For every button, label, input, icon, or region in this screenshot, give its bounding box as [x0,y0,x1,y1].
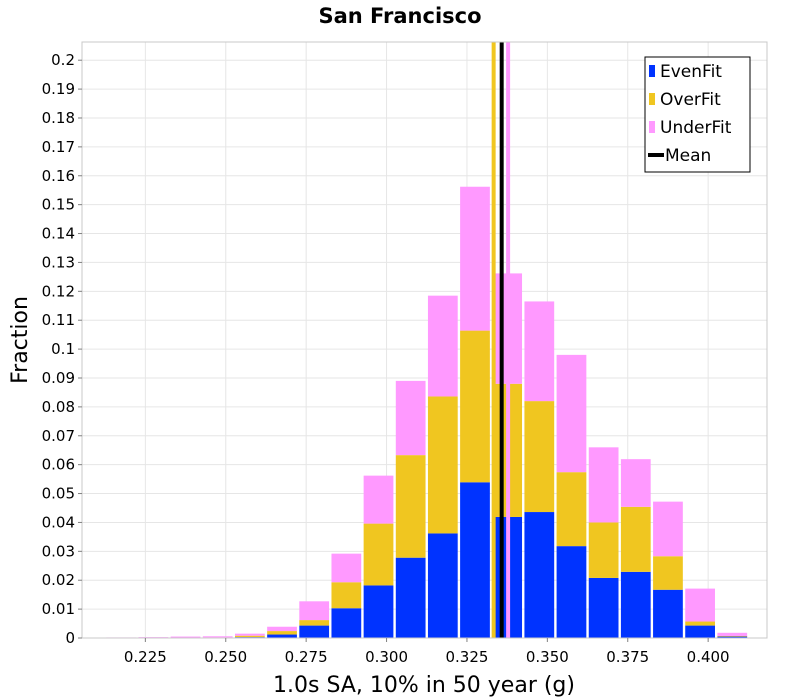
y-axis-label: Fraction [8,296,33,384]
legend-label: OverFit [660,90,721,110]
x-tick-label: 0.250 [204,648,247,666]
y-tick-label: 0.11 [42,311,75,329]
legend-label: EvenFit [660,62,722,82]
x-tick-label: 0.225 [124,648,167,666]
bar-evenfit [267,634,297,638]
bar-evenfit [685,625,715,638]
bar-underfit [620,459,651,507]
bar-overfit [460,330,490,483]
y-tick-label: 0.09 [42,369,75,387]
y-tick-label: 0.19 [42,80,75,98]
y-tick-label: 0.07 [42,427,75,445]
y-tick-label: 0.01 [42,600,75,618]
y-tick-label: 0.16 [42,167,75,185]
plot-frame [81,41,768,639]
bar-overfit [524,401,555,513]
y-tick-label: 0.05 [42,485,75,503]
legend-box [644,56,751,173]
bar-evenfit [460,482,490,638]
bar-evenfit [524,512,555,638]
y-tick-label: 0.12 [42,282,75,300]
bar-underfit [717,632,748,636]
bar-evenfit [556,546,587,638]
bar-overfit [363,523,394,586]
bar-underfit [653,501,683,557]
y-tick-label: 0.04 [42,513,75,531]
x-tick-label: 0.400 [687,648,730,666]
legend-swatch [649,65,655,77]
y-tick-label: 0.15 [42,196,75,214]
x-tick-label: 0.375 [606,648,649,666]
bar-underfit [588,447,619,523]
bar-evenfit [299,625,330,638]
bar-overfit [685,621,715,626]
bar-evenfit [717,636,748,638]
bar-underfit [234,633,265,636]
bar-underfit [524,301,555,402]
y-tick-label: 0.17 [42,138,75,156]
bar-evenfit [395,557,426,638]
legend-swatch [649,93,655,105]
x-tick-label: 0.325 [445,648,488,666]
bar-evenfit [427,533,458,638]
bar-overfit [588,522,619,578]
x-tick-label: 0.350 [526,648,569,666]
bar-underfit [460,186,490,331]
bar-underfit [331,553,362,583]
grid-lines [82,42,767,639]
y-tick-label: 0.13 [42,253,75,271]
bar-overfit [653,556,683,590]
bar-underfit [267,626,297,632]
y-tick-label: 0.02 [42,571,75,589]
bar-overfit [395,455,426,558]
bar-underfit [202,636,233,638]
bar-overfit [299,620,330,626]
bar-overfit [620,506,651,572]
y-tick-label: 0.14 [42,225,75,243]
bar-overfit [556,472,587,547]
y-tick-label: 0.03 [42,542,75,560]
y-tick-label: 0.08 [42,398,75,416]
bar-evenfit [653,589,683,638]
bar-overfit [427,396,458,534]
y-tick-label: 0.06 [42,456,75,474]
bar-evenfit [620,571,651,638]
bar-evenfit [588,577,619,638]
x-axis-ticks: 0.225 0.250 0.275 0.300 0.325 0.350 0.375 0.400 [124,638,730,666]
legend-swatch [648,153,664,157]
legend: EvenFit OverFit UnderFit Mean [644,56,751,173]
y-axis-ticks: 0 0.01 0.02 0.03 0.04 0.05 0.06 0.07 0.08 0.09 0.1… [42,51,82,647]
legend-swatch [649,121,655,133]
y-tick-label: 0.18 [42,109,75,127]
bar-evenfit [363,585,394,638]
bar-underfit [427,295,458,397]
bar-underfit [363,475,394,524]
bar-overfit [267,631,297,635]
bar-underfit [170,636,201,638]
bar-underfit [556,354,587,473]
legend-label: UnderFit [660,118,732,138]
y-tick-label: 0 [65,629,75,647]
bar-overfit [717,635,748,637]
legend-label: Mean [665,146,711,166]
x-axis-label: 1.0s SA, 10% in 50 year (g) [273,673,575,698]
y-tick-label: 0.2 [51,51,75,69]
x-tick-label: 0.275 [285,648,328,666]
bar-evenfit [331,608,362,638]
bar-overfit [234,635,265,638]
mean-lines [491,42,511,638]
bars [106,186,748,639]
y-tick-label: 0.1 [51,340,75,358]
bar-underfit [299,601,330,621]
bar-underfit [395,380,426,456]
bar-underfit [685,588,715,622]
chart-title: San Francisco [318,4,481,28]
bar-overfit [331,582,362,609]
x-tick-label: 0.300 [365,648,408,666]
